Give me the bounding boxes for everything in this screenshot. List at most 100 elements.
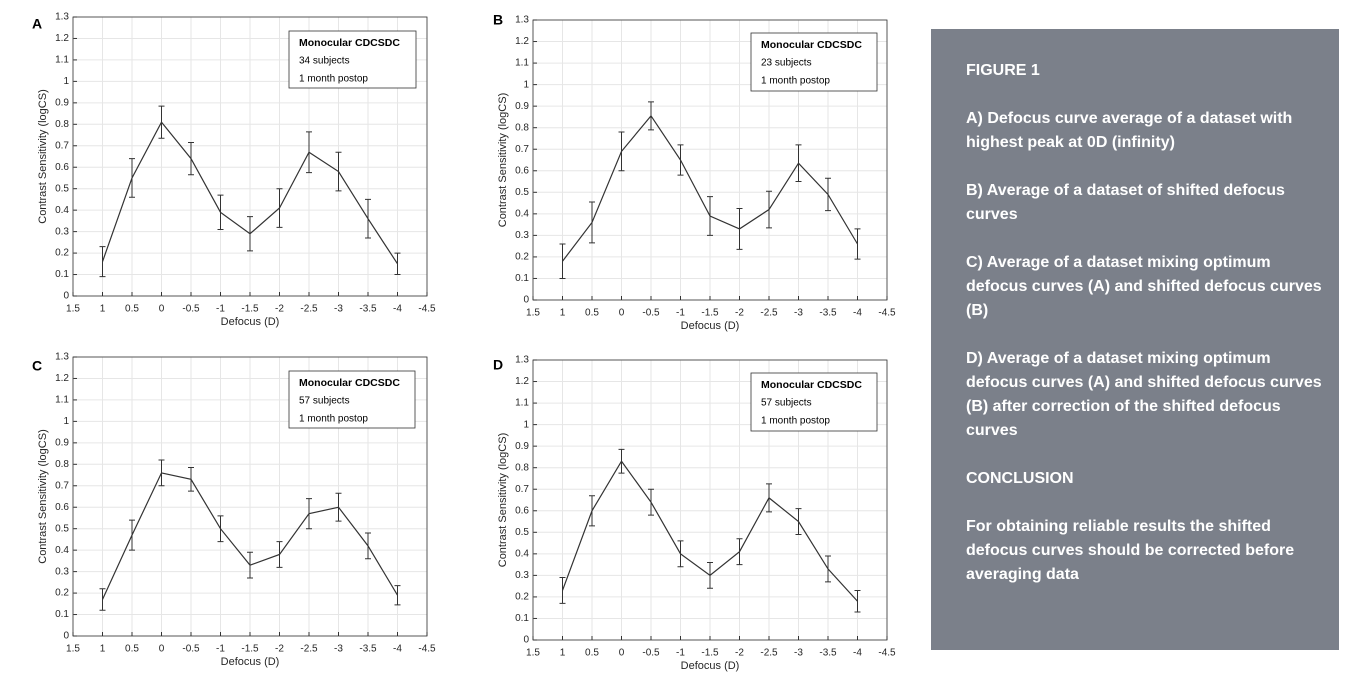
error-bar: [766, 190, 772, 229]
error-bar: [677, 144, 684, 176]
error-bar: [707, 561, 713, 589]
y-tick-label: 0.2: [515, 252, 529, 263]
error-bar: [854, 589, 861, 613]
x-tick-label: 1.5: [66, 644, 80, 655]
error-bar: [795, 144, 802, 183]
error-bar: [247, 551, 253, 579]
x-tick-label: -3.5: [819, 308, 837, 319]
y-tick-label: 0.7: [55, 140, 69, 151]
y-tick-label: 1.2: [515, 36, 529, 47]
x-tick-label: -3.5: [359, 644, 377, 655]
y-tick-label: 0.7: [515, 144, 529, 155]
annotation-text: 1 month postop: [761, 76, 830, 87]
error-bar: [129, 158, 135, 198]
y-tick-label: 0.2: [55, 588, 69, 599]
x-tick-label: 1: [560, 648, 566, 659]
y-tick-label: 0.4: [55, 545, 69, 556]
plot-frame: [532, 19, 888, 301]
panel-label: C: [32, 358, 42, 374]
error-bar: [394, 585, 401, 606]
panel-paragraph: CONCLUSION: [966, 470, 1074, 487]
panel-label: D: [493, 357, 503, 373]
x-tick-label: -4.5: [878, 308, 896, 319]
error-bar: [158, 459, 165, 487]
error-bar: [736, 207, 743, 250]
x-tick-label: 0: [159, 304, 165, 315]
x-axis-label: Defocus (D): [681, 660, 740, 672]
y-tick-label: 0.4: [55, 205, 69, 216]
y-tick-label: 0: [523, 635, 529, 646]
x-tick-label: 0: [619, 308, 625, 319]
y-axis-label: Contrast Sensitivity (logCS): [37, 89, 49, 224]
error-bar: [365, 198, 371, 239]
error-bar: [825, 555, 831, 583]
x-tick-label: 0.5: [585, 308, 599, 319]
x-tick-label: 0.5: [585, 648, 599, 659]
x-tick-label: -2: [275, 304, 284, 315]
x-axis-label: Defocus (D): [681, 320, 740, 332]
x-tick-label: -1: [216, 304, 225, 315]
y-tick-label: 0.1: [515, 273, 529, 284]
error-bar: [365, 532, 371, 560]
annotation-text: Monocular CDCSDC: [299, 37, 400, 49]
x-tick-label: 0: [159, 644, 165, 655]
error-bar: [394, 252, 401, 276]
y-tick-label: 0.3: [515, 570, 529, 581]
error-bar: [736, 538, 743, 566]
error-bar: [188, 467, 194, 492]
error-bar: [129, 519, 135, 551]
x-tick-label: -3: [334, 644, 343, 655]
x-tick-label: -4: [853, 308, 862, 319]
panel-paragraph: D) Average of a dataset mixing optimum d…: [966, 350, 1322, 439]
x-tick-label: -0.5: [182, 304, 200, 315]
x-tick-label: -3: [794, 648, 803, 659]
x-tick-label: 1: [560, 308, 566, 319]
y-tick-label: 0.1: [55, 269, 69, 280]
y-tick-label: 1.2: [515, 376, 529, 387]
error-bar: [648, 488, 654, 516]
y-tick-label: 0: [523, 295, 529, 306]
annotation-text: Monocular CDCSDC: [761, 39, 862, 51]
x-tick-label: 1.5: [526, 308, 540, 319]
x-tick-label: 1.5: [66, 304, 80, 315]
x-tick-label: -2.5: [300, 304, 318, 315]
x-tick-label: -1.5: [241, 644, 259, 655]
annotation-box: [750, 372, 878, 432]
x-tick-label: -3.5: [359, 304, 377, 315]
error-bar: [188, 142, 194, 176]
x-tick-label: -1.5: [701, 308, 719, 319]
x-tick-label: -1: [676, 308, 685, 319]
panel-paragraph: C) Average of a dataset mixing optimum d…: [966, 254, 1322, 319]
y-tick-label: 1.2: [55, 33, 69, 44]
error-bar: [306, 131, 312, 174]
x-tick-label: -2: [735, 308, 744, 319]
y-tick-label: 0.8: [515, 462, 529, 473]
annotation-text: 1 month postop: [761, 416, 830, 427]
x-tick-label: -2.5: [300, 644, 318, 655]
x-tick-label: -4.5: [418, 644, 436, 655]
x-tick-label: -2: [275, 644, 284, 655]
y-tick-label: 0.9: [55, 97, 69, 108]
x-tick-label: 0.5: [125, 304, 139, 315]
error-bar: [335, 492, 342, 522]
y-tick-label: 1.1: [515, 398, 529, 409]
y-tick-label: 0.5: [55, 183, 69, 194]
y-tick-label: 1: [63, 76, 69, 87]
panel-paragraph: For obtaining reliable results the shift…: [966, 518, 1295, 583]
error-bar: [99, 246, 106, 278]
y-tick-label: 1.1: [55, 55, 69, 66]
y-tick-label: 1: [523, 419, 529, 430]
annotation-text: 1 month postop: [299, 414, 368, 425]
x-tick-label: -1.5: [701, 648, 719, 659]
y-tick-label: 0.9: [55, 437, 69, 448]
y-axis-label: Contrast Sensitivity (logCS): [497, 93, 509, 228]
panel-paragraph: A) Defocus curve average of a dataset wi…: [966, 110, 1293, 151]
y-tick-label: 0.5: [515, 527, 529, 538]
y-tick-label: 0.6: [55, 502, 69, 513]
error-bar: [158, 105, 165, 139]
y-tick-label: 1: [63, 416, 69, 427]
y-axis-label: Contrast Sensitivity (logCS): [37, 429, 49, 564]
error-bar: [217, 515, 224, 543]
x-tick-label: -4: [393, 644, 402, 655]
